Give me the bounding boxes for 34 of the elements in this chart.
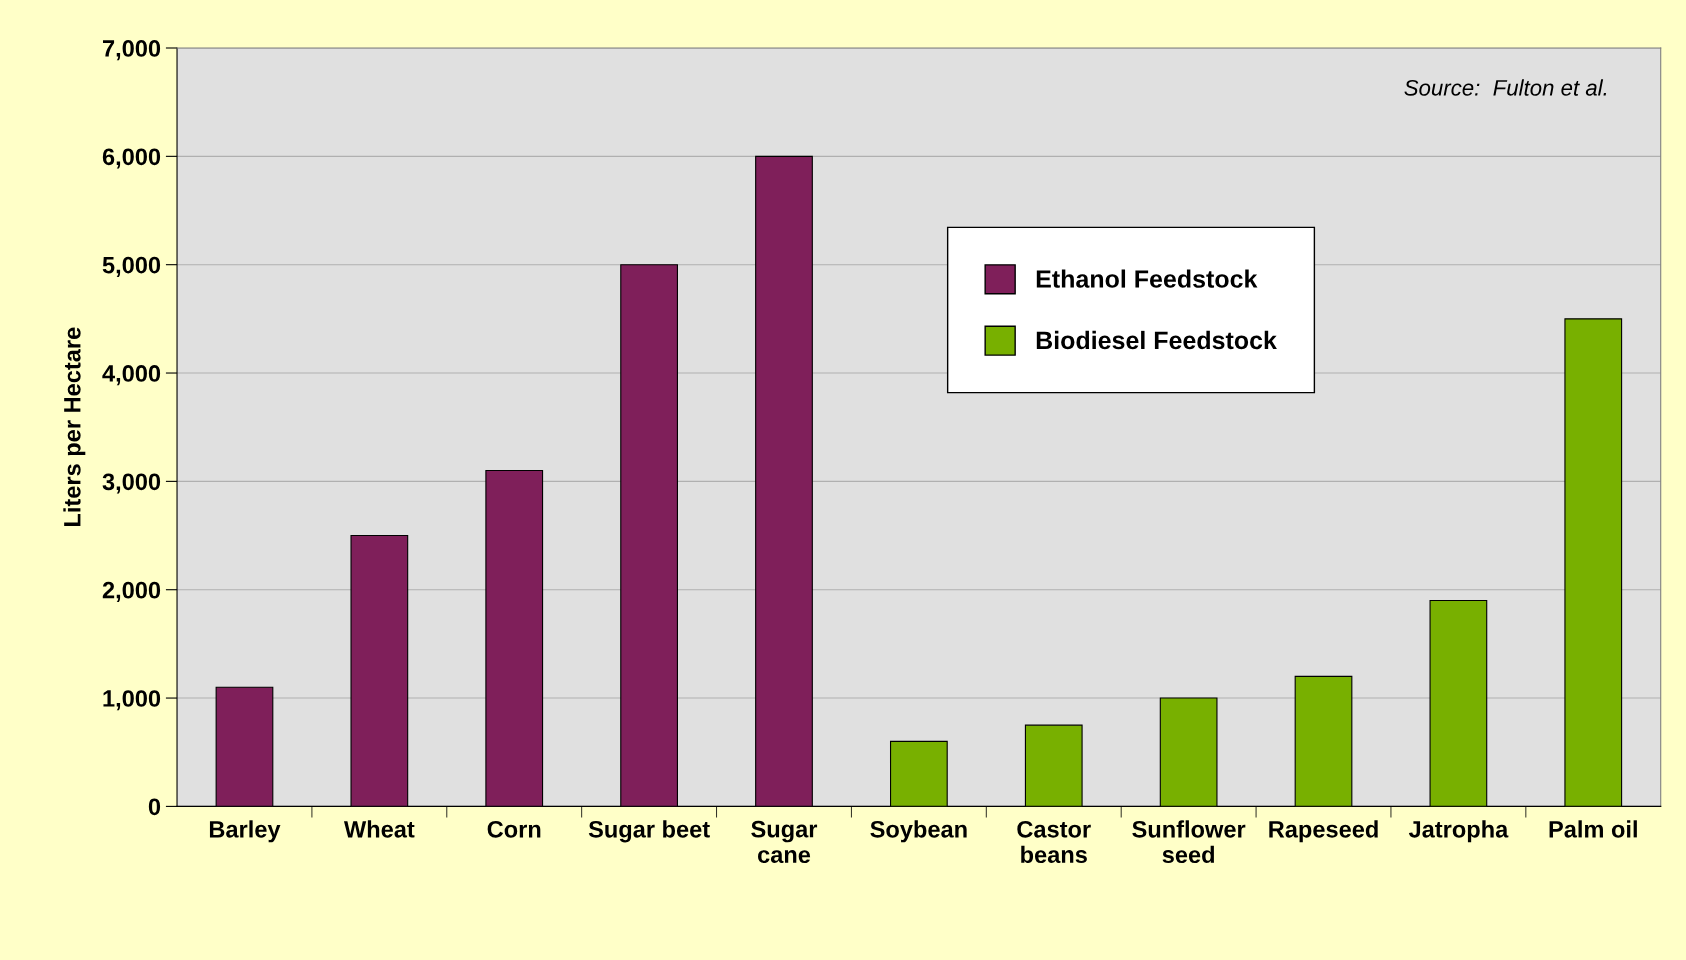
x-tick-label: Corn [487,820,541,838]
x-tick-label: Sugar beet [588,820,710,843]
bar [1024,724,1083,807]
bar [755,155,813,807]
x-tick-label: Soybean [870,820,967,843]
x-tick-label: Rapeseed [1269,820,1378,843]
y-tick-label: 4,000 [102,365,161,386]
y-axis-title: Liters per Hectare [63,327,86,527]
x-tick-label: Wheat [343,820,415,838]
y-tick-label: 7,000 [102,40,161,61]
y-tick-label: 6,000 [102,148,161,169]
x-tick-label: Castor beans [1017,820,1091,864]
y-tick-label: 5,000 [102,256,161,277]
bar [1564,318,1623,807]
bar [1294,675,1353,807]
y-tick-label: 0 [148,798,161,816]
bar [350,534,409,807]
x-tick-label: Sugar cane [751,820,818,864]
legend-label: Biodiesel Feedstock [1036,330,1277,350]
x-tick-label: Sunflower seed [1132,820,1246,864]
bar [889,740,948,807]
y-tick-label: 2,000 [102,581,161,602]
annotation: Source: Fulton et al. [1404,79,1607,96]
y-tick-label: 1,000 [103,690,161,711]
bar [1429,599,1488,807]
legend-label: Ethanol Feedstock [1036,269,1258,288]
x-tick-label: Palm oil [1549,820,1637,838]
y-tick-label: 3,000 [102,473,161,494]
bar [1159,697,1218,807]
x-tick-label: Jatropha [1408,820,1509,843]
bar [485,469,544,807]
bar [215,686,274,807]
bar [620,264,678,807]
x-tick-label: Barley [209,820,281,843]
